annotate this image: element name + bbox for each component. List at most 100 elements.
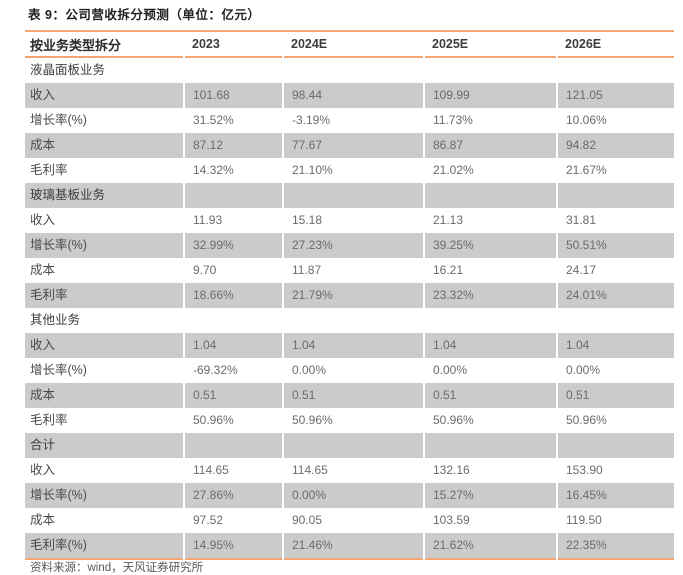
column-header-year: 2024E [291, 37, 328, 51]
metric-value: 0.51 [556, 383, 674, 408]
metric-label: 收入 [30, 213, 56, 227]
metric-value: 87.12 [183, 133, 283, 158]
metric-label: 成本 [30, 263, 56, 277]
metric-row: 增长率(%) 27.86% 0.00% 15.27% 16.45% [25, 483, 674, 508]
metric-row: 收入 114.65 114.65 132.16 153.90 [25, 458, 674, 483]
empty-cell [556, 183, 674, 208]
metric-value: 0.51 [423, 383, 557, 408]
metric-value: 31.81 [556, 208, 674, 233]
metric-row: 收入 1.04 1.04 1.04 1.04 [25, 333, 674, 358]
column-header-year: 2023 [192, 37, 220, 51]
metric-value: -3.19% [282, 108, 424, 133]
empty-cell [282, 57, 424, 83]
revenue-forecast-table: 按业务类型拆分 2023 2024E 2025E 2026E 液晶面板业务 收入 101.6… [25, 30, 674, 560]
metric-value: 15.27% [423, 483, 557, 508]
metric-value: 16.21 [423, 258, 557, 283]
metric-row: 毛利率(%) 14.95% 21.46% 21.62% 22.35% [25, 533, 674, 559]
table-body: 液晶面板业务收入 101.68 98.44 109.99 121.05 增长率(%) 31.… [25, 57, 674, 559]
metric-value: 50.51% [556, 233, 674, 258]
metric-value: 1.04 [183, 333, 283, 358]
column-header-category: 按业务类型拆分 [30, 37, 122, 53]
report-table-page: 表 9：公司营收拆分预测（单位：亿元） 按业务类型拆分 2023 2024E 2025… [25, 4, 674, 560]
metric-row: 增长率(%) 32.99% 27.23% 39.25% 50.51% [25, 233, 674, 258]
metric-row: 成本 9.70 11.87 16.21 24.17 [25, 258, 674, 283]
metric-value: 50.96% [183, 408, 283, 433]
column-header-year: 2026E [565, 37, 602, 51]
metric-value: 14.95% [183, 533, 283, 559]
metric-row: 成本 87.12 77.67 86.87 94.82 [25, 133, 674, 158]
metric-value: 11.87 [282, 258, 424, 283]
section-name: 合计 [30, 438, 56, 452]
metric-value: 21.46% [282, 533, 424, 559]
metric-value: 32.99% [183, 233, 283, 258]
metric-value: 1.04 [423, 333, 557, 358]
section-header-row: 玻璃基板业务 [25, 183, 674, 208]
metric-value: 27.23% [282, 233, 424, 258]
empty-cell [183, 433, 283, 458]
metric-value: 24.01% [556, 283, 674, 308]
empty-cell [556, 308, 674, 333]
header-row: 按业务类型拆分 2023 2024E 2025E 2026E [25, 31, 674, 57]
empty-cell [282, 308, 424, 333]
metric-value: 153.90 [556, 458, 674, 483]
metric-value: 21.62% [423, 533, 557, 559]
section-name: 其他业务 [30, 313, 81, 327]
table-header: 按业务类型拆分 2023 2024E 2025E 2026E [25, 31, 674, 57]
empty-cell [423, 308, 557, 333]
empty-cell [183, 183, 283, 208]
metric-value: 39.25% [423, 233, 557, 258]
section-name: 液晶面板业务 [30, 63, 106, 77]
metric-label: 收入 [30, 88, 56, 102]
metric-value: 24.17 [556, 258, 674, 283]
source-note: 资料来源：wind，天风证券研究所 [30, 562, 204, 574]
metric-value: -69.32% [183, 358, 283, 383]
metric-value: 21.02% [423, 158, 557, 183]
metric-label: 毛利率(%) [30, 538, 87, 552]
metric-value: 1.04 [282, 333, 424, 358]
metric-value: 103.59 [423, 508, 557, 533]
metric-value: 50.96% [282, 408, 424, 433]
metric-value: 31.52% [183, 108, 283, 133]
metric-label: 增长率(%) [30, 363, 87, 377]
metric-value: 114.65 [183, 458, 283, 483]
metric-value: 0.00% [556, 358, 674, 383]
section-header-row: 合计 [25, 433, 674, 458]
metric-label: 增长率(%) [30, 113, 87, 127]
metric-label: 增长率(%) [30, 488, 87, 502]
table-title: 表 9：公司营收拆分预测（单位：亿元） [28, 8, 261, 22]
empty-cell [183, 57, 283, 83]
empty-cell [556, 57, 674, 83]
metric-label: 收入 [30, 463, 56, 477]
metric-value: 77.67 [282, 133, 424, 158]
metric-value: 0.51 [183, 383, 283, 408]
metric-label: 毛利率 [30, 163, 68, 177]
metric-row: 收入 101.68 98.44 109.99 121.05 [25, 83, 674, 108]
metric-row: 成本 97.52 90.05 103.59 119.50 [25, 508, 674, 533]
metric-value: 98.44 [282, 83, 424, 108]
empty-cell [423, 183, 557, 208]
metric-row: 毛利率 18.66% 21.79% 23.32% 24.01% [25, 283, 674, 308]
metric-row: 毛利率 14.32% 21.10% 21.02% 21.67% [25, 158, 674, 183]
section-header-row: 其他业务 [25, 308, 674, 333]
metric-value: 50.96% [423, 408, 557, 433]
metric-row: 增长率(%) -69.32% 0.00% 0.00% 0.00% [25, 358, 674, 383]
metric-value: 50.96% [556, 408, 674, 433]
metric-row: 增长率(%) 31.52% -3.19% 11.73% 10.06% [25, 108, 674, 133]
metric-value: 1.04 [556, 333, 674, 358]
metric-value: 14.32% [183, 158, 283, 183]
metric-value: 97.52 [183, 508, 283, 533]
metric-value: 114.65 [282, 458, 424, 483]
empty-cell [423, 57, 557, 83]
metric-value: 15.18 [282, 208, 424, 233]
metric-value: 10.06% [556, 108, 674, 133]
section-header-row: 液晶面板业务 [25, 57, 674, 83]
metric-value: 21.10% [282, 158, 424, 183]
metric-row: 成本 0.51 0.51 0.51 0.51 [25, 383, 674, 408]
metric-value: 0.51 [282, 383, 424, 408]
metric-label: 毛利率 [30, 413, 68, 427]
metric-value: 121.05 [556, 83, 674, 108]
metric-label: 成本 [30, 513, 56, 527]
empty-cell [183, 308, 283, 333]
metric-value: 0.00% [282, 483, 424, 508]
metric-value: 0.00% [282, 358, 424, 383]
